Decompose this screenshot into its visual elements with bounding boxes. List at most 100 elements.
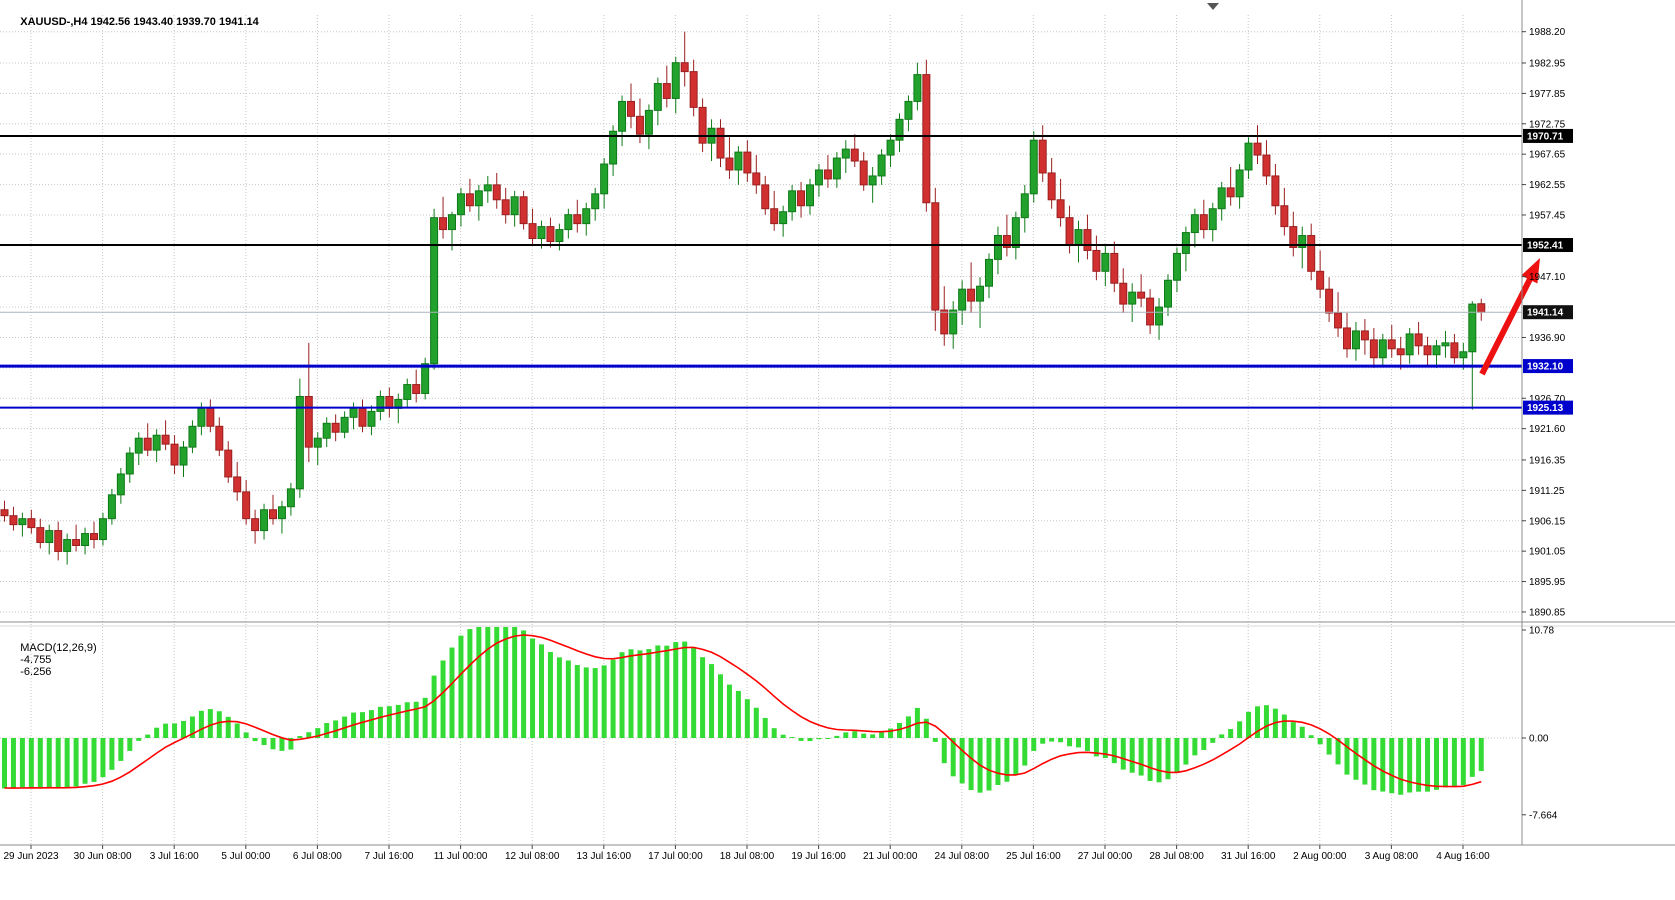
bull-candle xyxy=(197,407,206,427)
bull-candle xyxy=(367,410,376,427)
price-axis[interactable]: 1988.20 1982.95 1977.85 1972.75 1967.65 1962.… xyxy=(1522,27,1573,618)
macd-histogram-bar xyxy=(888,728,894,738)
macd-histogram-bar xyxy=(968,738,974,791)
bear-candle xyxy=(242,491,251,520)
bull-candle xyxy=(188,425,197,448)
macd-histogram-bar xyxy=(1425,738,1431,792)
macd-histogram-bar xyxy=(324,723,330,738)
macd-axis[interactable]: 10.78 0.00 -7.664 xyxy=(1522,626,1558,822)
symbol-ohlc-text: XAUUSD-,H4 1942.56 1943.40 1939.70 1941.… xyxy=(20,16,259,28)
time-axis-label: 5 Jul 00:00 xyxy=(221,851,270,862)
macd-histogram-bar xyxy=(986,738,992,791)
chart-shift-marker-icon[interactable] xyxy=(1207,3,1219,10)
bear-candle xyxy=(170,443,179,466)
macd-histogram-bar xyxy=(494,627,500,738)
bull-candle xyxy=(349,407,358,418)
macd-histogram-bar xyxy=(512,627,518,738)
bull-candle xyxy=(582,208,591,225)
time-axis-label: 18 Jul 08:00 xyxy=(720,851,775,862)
bear-candle xyxy=(1226,187,1235,198)
macd-histogram-bar xyxy=(565,660,571,738)
price-axis-label: 1988.20 xyxy=(1529,27,1566,38)
time-axis-label: 3 Jul 16:00 xyxy=(150,851,199,862)
time-axis[interactable]: 29 Jun 2023 30 Jun 08:00 3 Jul 16:00 5 Jul … xyxy=(3,845,1490,862)
bull-candle xyxy=(1074,229,1083,245)
bear-candle xyxy=(1307,235,1316,272)
bear-candle xyxy=(1423,345,1432,356)
macd-histogram-bar xyxy=(691,647,697,738)
bull-candle xyxy=(788,190,797,213)
bull-candle xyxy=(63,539,72,552)
bear-candle xyxy=(358,407,367,427)
bear-candle xyxy=(519,196,528,225)
price-line-label-1952.41[interactable]: 1952.41 xyxy=(1523,238,1573,253)
macd-histogram-bar xyxy=(413,701,419,738)
bull-candle xyxy=(376,395,385,412)
price-lines-layer xyxy=(0,134,1522,409)
bull-candle xyxy=(322,422,331,439)
macd-histogram-bar xyxy=(440,660,446,738)
macd-histogram-bar xyxy=(82,738,88,784)
bear-candle xyxy=(224,449,233,478)
bear-candle xyxy=(1002,235,1011,248)
bull-candle xyxy=(1459,351,1468,359)
macd-histogram-bar xyxy=(1335,738,1341,765)
macd-histogram-bar xyxy=(1451,738,1457,787)
macd-histogram-bar xyxy=(1129,738,1135,773)
time-axis-label: 25 Jul 16:00 xyxy=(1006,851,1061,862)
bear-candle xyxy=(1271,175,1280,207)
bear-candle xyxy=(698,106,707,144)
macd-histogram-bar xyxy=(1362,738,1368,785)
price-line-label-1941.14[interactable]: 1941.14 xyxy=(1523,305,1573,320)
macd-histogram-bar xyxy=(1263,705,1269,738)
bear-candle xyxy=(680,62,689,73)
bear-candle xyxy=(492,184,501,201)
bear-candle xyxy=(1289,226,1298,248)
bear-candle xyxy=(859,160,868,186)
macd-histogram-bar xyxy=(449,647,455,738)
macd-histogram-bar xyxy=(1084,738,1090,751)
bull-candle xyxy=(1405,333,1414,356)
macd-histogram-bar xyxy=(485,627,491,738)
macd-histogram-bar xyxy=(225,716,231,738)
bear-candle xyxy=(1316,270,1325,290)
bull-candle xyxy=(1208,208,1217,231)
macd-histogram-bar xyxy=(1031,738,1037,751)
macd-histogram-bar xyxy=(628,649,634,738)
bear-candle xyxy=(689,71,698,108)
price-axis-label: 1911.25 xyxy=(1529,486,1565,497)
macd-histogram-bar xyxy=(1228,729,1234,738)
bear-candle xyxy=(501,199,510,216)
bear-candle xyxy=(1387,339,1396,350)
macd-histogram-bar xyxy=(503,627,509,738)
bull-candle xyxy=(286,488,295,508)
macd-histogram-bar xyxy=(100,738,106,778)
price-line-label-1925.13[interactable]: 1925.13 xyxy=(1523,400,1573,415)
bear-candle xyxy=(1146,297,1155,326)
macd-histogram-bar xyxy=(216,711,222,738)
macd-signal-line xyxy=(4,634,1482,789)
bull-candle xyxy=(1181,232,1190,254)
macd-histogram-bar xyxy=(646,649,652,738)
macd-histogram-bar xyxy=(19,738,25,788)
bull-candle xyxy=(868,175,877,186)
macd-histogram-bar xyxy=(46,738,52,788)
bull-candle xyxy=(537,226,546,240)
bull-candle xyxy=(125,452,134,475)
price-line-label-1932.10[interactable]: 1932.10 xyxy=(1523,359,1573,374)
bull-candle xyxy=(609,130,618,165)
bull-candle xyxy=(421,363,430,394)
bear-candle xyxy=(9,515,18,526)
svg-text:1970.71: 1970.71 xyxy=(1527,131,1564,142)
time-axis-label: 4 Aug 16:00 xyxy=(1436,851,1490,862)
time-axis-label: 12 Jul 08:00 xyxy=(505,851,560,862)
bull-candle xyxy=(403,384,412,400)
bear-candle xyxy=(412,384,421,394)
price-axis-label: 1916.35 xyxy=(1529,455,1566,466)
price-line-label-1970.71[interactable]: 1970.71 xyxy=(1523,128,1573,143)
price-axis-label: 1962.55 xyxy=(1529,180,1566,191)
macd-histogram-bar xyxy=(923,718,929,738)
bull-candle xyxy=(653,83,662,111)
